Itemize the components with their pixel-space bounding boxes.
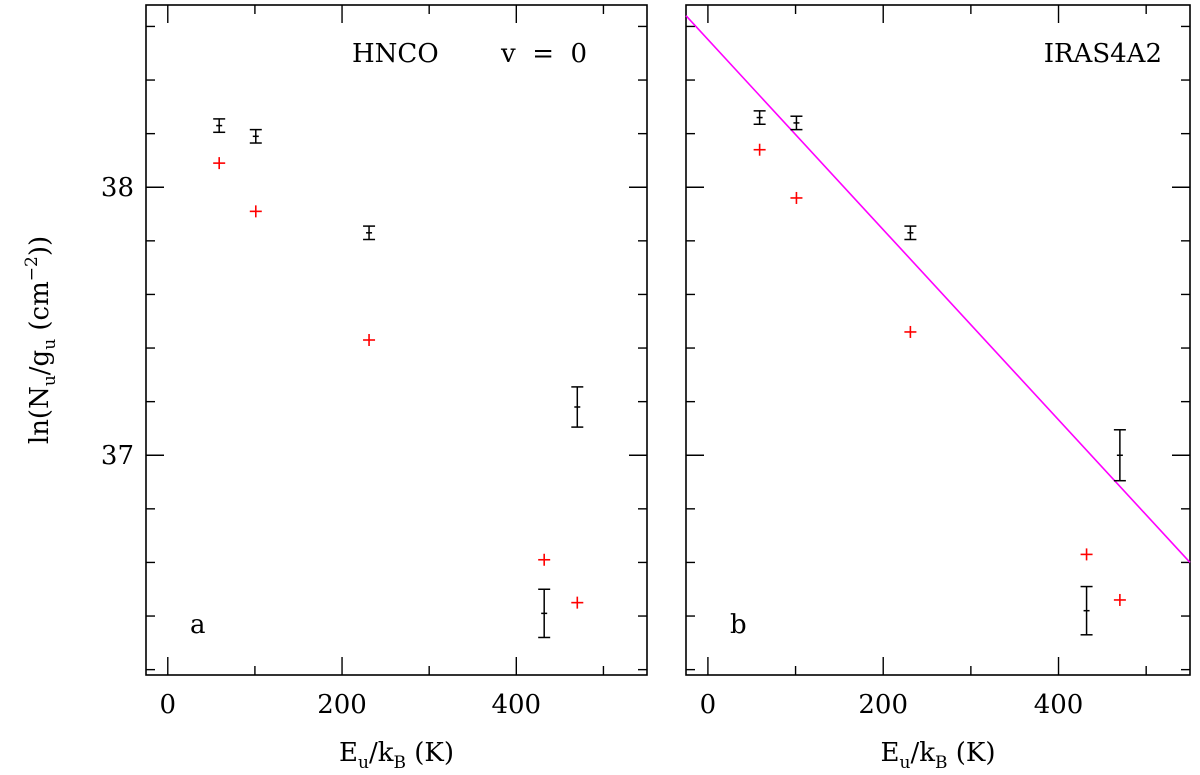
y-axis-label: ln(Nu/gu (cm−2)) — [22, 236, 60, 444]
panel-a-vibrational-state: v = 0 — [500, 39, 587, 69]
model-point — [1080, 548, 1093, 561]
observed-point — [538, 588, 551, 639]
panel-a-ticks — [146, 5, 647, 675]
panel-b: IRAS4A2 b 0 200 400 Eu/kB (K) — [685, 4, 1191, 773]
y-tick-label: 38 — [101, 173, 134, 203]
panel-a: HNCO v = 0 a 0 200 400 Eu/kB (K) — [145, 4, 648, 773]
panel-b-letter: b — [730, 610, 747, 640]
x-tick-label: 400 — [1034, 690, 1084, 720]
model-point — [790, 191, 803, 204]
panel-b-x-tick-labels: 0 200 400 — [700, 690, 1084, 720]
panel-b-x-axis-label: Eu/kB (K) — [881, 738, 996, 773]
observed-point — [571, 386, 584, 428]
observed-point — [1113, 429, 1126, 482]
observed-point — [904, 225, 917, 241]
panel-a-x-tick-labels: 0 200 400 — [160, 690, 542, 720]
x-tick-label: 0 — [160, 690, 177, 720]
model-point — [571, 596, 584, 609]
panel-b-title: IRAS4A2 — [1044, 39, 1162, 69]
model-point — [753, 143, 766, 156]
x-tick-label: 0 — [700, 690, 717, 720]
panel-a-title: HNCO — [352, 39, 439, 69]
model-point — [213, 157, 226, 170]
panel-b-frame — [685, 4, 1191, 676]
observed-point — [753, 110, 766, 126]
observed-point — [213, 118, 226, 134]
model-point — [363, 334, 376, 346]
observed-point — [249, 128, 262, 144]
y-tick-labels: 37 38 — [101, 173, 134, 471]
panel-a-marks — [213, 118, 584, 639]
x-tick-label: 200 — [317, 690, 367, 720]
observed-point — [1080, 585, 1093, 636]
model-point — [538, 553, 551, 566]
panel-a-x-axis-label: Eu/kB (K) — [339, 738, 454, 773]
observed-point — [790, 115, 803, 131]
panel-a-frame — [145, 4, 648, 676]
linear-fit-line — [685, 15, 1191, 563]
model-point — [249, 205, 262, 218]
x-tick-label: 400 — [491, 690, 541, 720]
x-tick-label: 200 — [858, 690, 908, 720]
model-point — [1113, 593, 1126, 606]
panel-b-ticks — [686, 5, 1190, 675]
panel-a-letter: a — [190, 610, 206, 640]
y-tick-label: 37 — [101, 441, 134, 471]
model-point — [904, 325, 917, 338]
observed-point — [363, 225, 376, 241]
panel-b-marks — [685, 15, 1191, 636]
